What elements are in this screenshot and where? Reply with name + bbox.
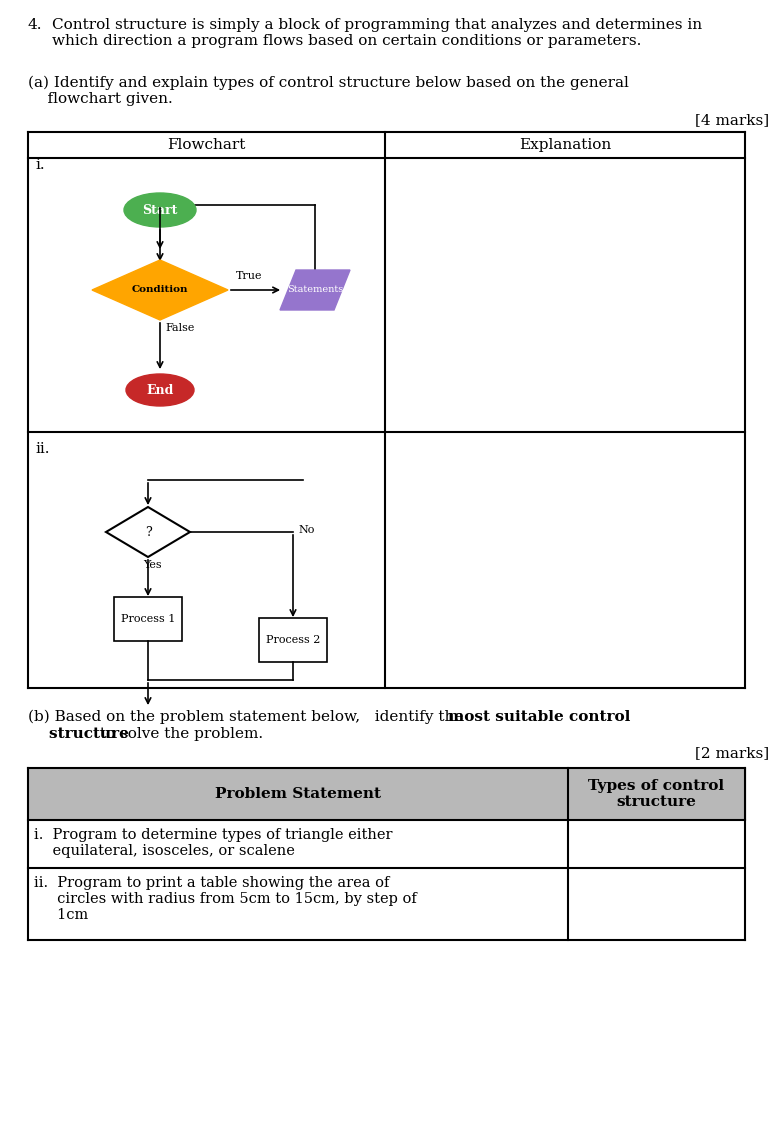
Text: [2 marks]: [2 marks]	[695, 746, 769, 760]
Text: End: End	[146, 383, 173, 397]
Text: Flowchart: Flowchart	[167, 137, 246, 152]
Text: False: False	[165, 323, 194, 332]
Text: Process 2: Process 2	[266, 635, 320, 645]
Text: 1cm: 1cm	[34, 908, 88, 922]
Text: ?: ?	[145, 525, 151, 539]
Text: which direction a program flows based on certain conditions or parameters.: which direction a program flows based on…	[52, 34, 641, 48]
Text: True: True	[236, 270, 262, 281]
Text: ii.  Program to print a table showing the area of: ii. Program to print a table showing the…	[34, 876, 389, 890]
Text: i.: i.	[35, 158, 45, 172]
Bar	[259, 618, 327, 662]
Text: to solve the problem.: to solve the problem.	[95, 727, 263, 740]
Text: No: No	[298, 525, 315, 535]
Text: [4 marks]: [4 marks]	[695, 113, 769, 127]
Text: Condition: Condition	[132, 285, 188, 294]
Bar	[28, 820, 745, 940]
Polygon shape	[92, 260, 228, 320]
Text: i.  Program to determine types of triangle either: i. Program to determine types of triangl…	[34, 828, 392, 842]
Text: Types of control
structure: Types of control structure	[588, 779, 725, 809]
Text: (a) Identify and explain types of control structure below based on the general: (a) Identify and explain types of contro…	[28, 76, 629, 90]
Text: (b) Based on the problem statement below,   identify the: (b) Based on the problem statement below…	[28, 710, 468, 725]
Text: Explanation: Explanation	[519, 137, 611, 152]
Text: 4.: 4.	[28, 18, 42, 32]
Text: ii.: ii.	[35, 442, 49, 456]
Text: most suitable control: most suitable control	[448, 710, 631, 724]
Bar	[114, 597, 182, 641]
Text: Start: Start	[143, 204, 177, 216]
Text: structure: structure	[28, 727, 129, 740]
Text: equilateral, isosceles, or scalene: equilateral, isosceles, or scalene	[34, 844, 295, 858]
Text: Problem Statement: Problem Statement	[215, 787, 381, 801]
Text: Process 1: Process 1	[121, 614, 175, 624]
Ellipse shape	[126, 374, 194, 406]
Polygon shape	[280, 270, 350, 310]
Text: Control structure is simply a block of programming that analyzes and determines : Control structure is simply a block of p…	[52, 18, 702, 32]
Text: flowchart given.: flowchart given.	[28, 92, 173, 106]
Text: Statements: Statements	[287, 285, 343, 294]
Text: circles with radius from 5cm to 15cm, by step of: circles with radius from 5cm to 15cm, by…	[34, 891, 417, 906]
Ellipse shape	[124, 193, 196, 227]
Text: Yes: Yes	[143, 560, 162, 570]
Bar	[28, 767, 745, 820]
